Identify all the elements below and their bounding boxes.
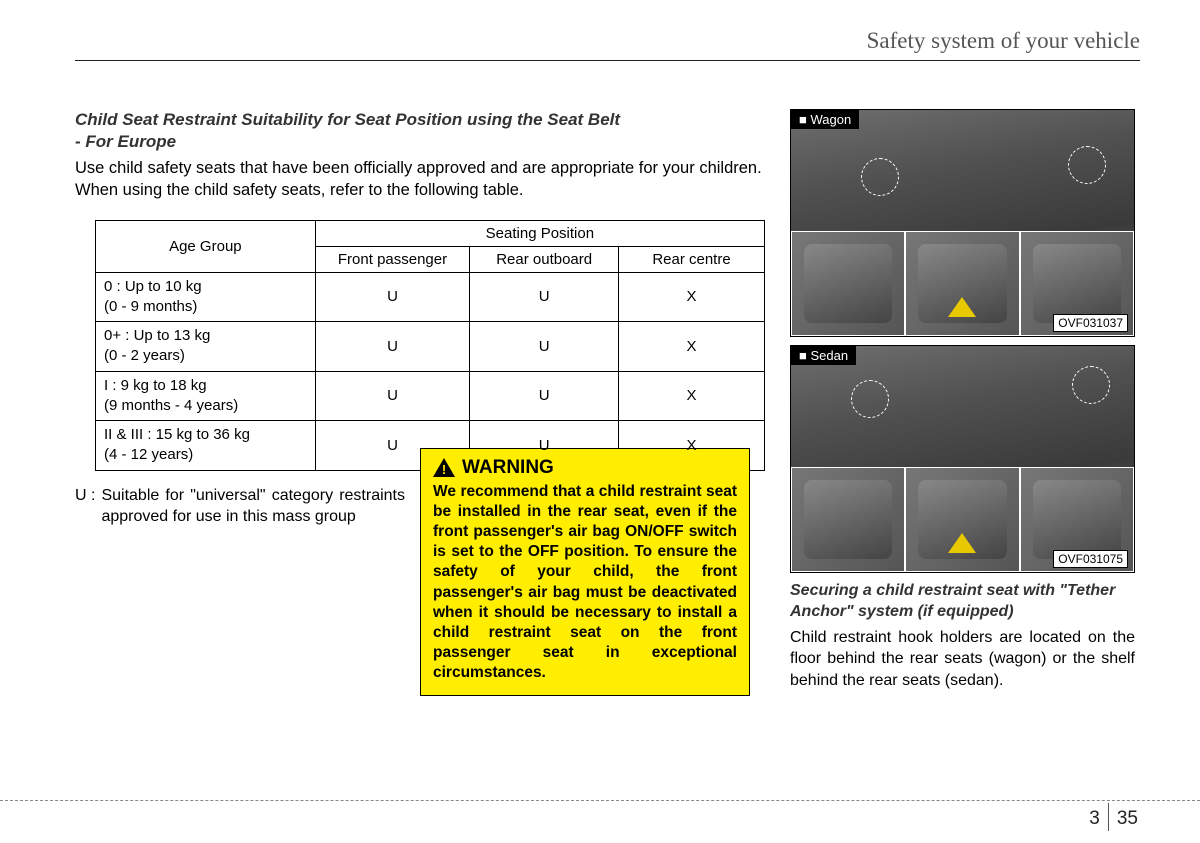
seating-position-header: Seating Position: [315, 220, 764, 246]
page-index: 35: [1117, 808, 1138, 830]
section-title-line1: Child Seat Restraint Suitability for Sea…: [75, 110, 620, 129]
page-number: 3 35: [1089, 805, 1138, 833]
cell: X: [619, 371, 765, 421]
intro-text: Use child safety seats that have been of…: [75, 157, 765, 202]
col-front-passenger: Front passenger: [315, 246, 470, 272]
page-header-title: Safety system of your vehicle: [75, 28, 1140, 61]
anchor-yellow-icon: [948, 297, 976, 317]
table-row: 0 : Up to 10 kg (0 - 9 months) U U X: [96, 272, 765, 322]
cell: U: [315, 371, 470, 421]
chapter-number: 3: [1089, 808, 1100, 830]
figure-sedan: ■ Sedan OVF031075: [790, 345, 1135, 573]
inset-panel: [791, 467, 905, 572]
anchor-highlight-circle: [1072, 366, 1110, 404]
cell: U: [470, 322, 619, 372]
col-rear-outboard: Rear outboard: [470, 246, 619, 272]
cell: X: [619, 272, 765, 322]
legend-text: Suitable for "universal" category restra…: [101, 485, 405, 528]
cell: U: [315, 322, 470, 372]
figure-wagon: ■ Wagon OVF031037: [790, 109, 1135, 337]
age-cell: 0+ : Up to 13 kg (0 - 2 years): [96, 322, 316, 372]
anchor-highlight-circle: [861, 158, 899, 196]
warning-triangle-icon: !: [433, 458, 455, 477]
anchor-highlight-circle: [1068, 146, 1106, 184]
figure-sedan-label: ■ Sedan: [791, 346, 856, 365]
legend-label: U :: [75, 485, 95, 528]
inset-panel: [905, 231, 1019, 336]
warning-text: We recommend that a child restraint seat…: [433, 482, 737, 683]
suitability-table: Age Group Seating Position Front passeng…: [95, 220, 765, 471]
warning-title: WARNING: [462, 457, 554, 479]
svg-text:!: !: [442, 462, 446, 477]
age-cell: II & III : 15 kg to 36 kg (4 - 12 years): [96, 421, 316, 471]
footer-divider: [0, 800, 1200, 801]
section-title: Child Seat Restraint Suitability for Sea…: [75, 109, 765, 153]
age-cell: I : 9 kg to 18 kg (9 months - 4 years): [96, 371, 316, 421]
cell: X: [619, 322, 765, 372]
age-cell: 0 : Up to 10 kg (0 - 9 months): [96, 272, 316, 322]
age-group-header: Age Group: [96, 220, 316, 272]
cell: U: [470, 371, 619, 421]
inset-panel: [791, 231, 905, 336]
figure-caption: Securing a child restraint seat with "Te…: [790, 581, 1135, 623]
col-rear-centre: Rear centre: [619, 246, 765, 272]
page-number-separator: [1108, 803, 1109, 831]
anchor-highlight-circle: [851, 380, 889, 418]
warning-header: ! WARNING: [433, 457, 737, 479]
body-text: Child restraint hook holders are located…: [790, 627, 1135, 692]
table-row: 0+ : Up to 13 kg (0 - 2 years) U U X: [96, 322, 765, 372]
cell: U: [470, 272, 619, 322]
cell: U: [315, 272, 470, 322]
warning-box: ! WARNING We recommend that a child rest…: [420, 448, 750, 696]
section-title-line2: - For Europe: [75, 132, 176, 151]
anchor-yellow-icon: [948, 533, 976, 553]
table-row: I : 9 kg to 18 kg (9 months - 4 years) U…: [96, 371, 765, 421]
inset-panel: [905, 467, 1019, 572]
figure-wagon-code: OVF031037: [1053, 314, 1128, 332]
figure-sedan-code: OVF031075: [1053, 550, 1128, 568]
figure-wagon-label: ■ Wagon: [791, 110, 859, 129]
legend: U : Suitable for "universal" category re…: [75, 485, 405, 528]
